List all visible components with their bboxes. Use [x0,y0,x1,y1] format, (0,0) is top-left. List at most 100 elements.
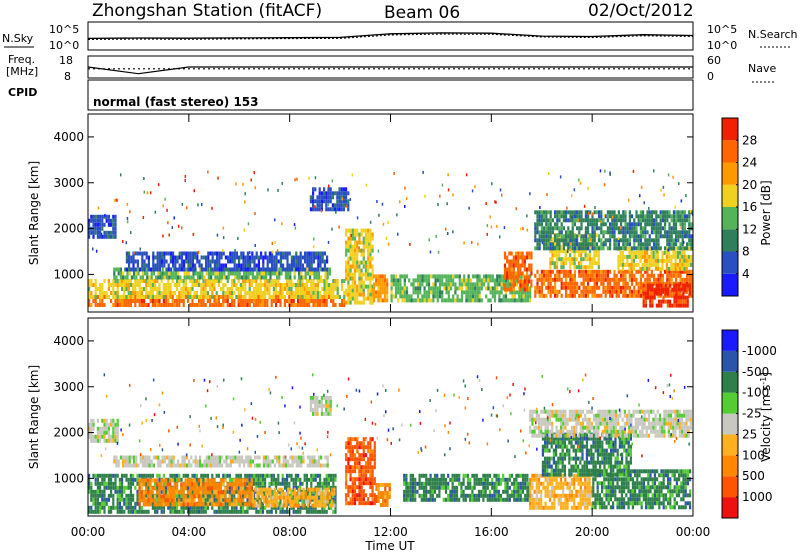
heatmap-cell [620,290,622,294]
heatmap-cell [536,270,538,274]
heatmap-cell [332,207,334,211]
heatmap-cell [224,295,226,299]
heatmap-cell [508,288,510,292]
heatmap-cell [317,299,319,303]
heatmap-cell [417,282,419,286]
heatmap-cell [274,218,276,221]
heatmap-cell [108,295,110,299]
heatmap-cell [293,264,295,268]
heatmap-cell [192,256,194,260]
heatmap-cell [661,251,663,255]
heatmap-cell [631,263,633,267]
heatmap-cell [391,282,393,286]
heatmap-cell [547,238,549,242]
heatmap-cell [596,278,598,282]
heatmap-cell [128,283,130,287]
heatmap-cell [90,439,92,443]
heatmap-cell [651,270,653,274]
heatmap-cell [356,265,358,269]
heatmap-cell [684,214,686,218]
heatmap-cell [560,265,562,269]
heatmap-cell [417,278,419,282]
heatmap-cell [235,295,237,299]
heatmap-cell [426,278,428,282]
heatmap-cell [121,478,123,482]
heatmap-cell [114,299,116,303]
heatmap-cell [271,256,273,260]
heatmap-cell [248,222,250,225]
heatmap-cell [304,474,306,478]
heatmap-cell [295,474,297,478]
heatmap-cell [272,460,274,464]
heatmap-cell [268,279,270,283]
heatmap-cell [330,474,332,478]
heatmap-cell [352,174,354,177]
heatmap-cell [310,299,312,303]
heatmap-cell [247,456,249,460]
heatmap-cell [550,294,552,298]
heatmap-cell [253,482,255,486]
heatmap-cell [317,295,319,299]
heatmap-cell [97,510,99,514]
heatmap-cell [143,303,145,307]
heatmap-cell [143,474,145,478]
heatmap-cell [409,243,411,246]
colorbar-swatch [722,252,738,274]
heatmap-cell [271,303,273,307]
heatmap-cell [596,286,598,290]
heatmap-cell [328,291,330,295]
heatmap-cell [565,230,567,234]
heatmap-cell [143,510,145,514]
heatmap-cell [294,178,296,181]
heatmap-cell [406,197,408,200]
heatmap-cell [580,265,582,269]
heatmap-cell [108,223,110,227]
heatmap-cell [594,230,596,234]
heatmap-cell [354,229,356,233]
heatmap-cell [119,279,121,283]
heatmap-cell [264,268,266,272]
heatmap-cell [662,234,664,238]
heatmap-cell [428,278,430,282]
heatmap-cell [299,295,301,299]
heatmap-cell [326,510,328,514]
heatmap-cell [108,215,110,219]
heatmap-cell [95,498,97,502]
heatmap-cell [508,268,510,272]
heatmap-cell [325,203,327,207]
heatmap-cell [174,478,176,482]
heatmap-cell [622,251,624,255]
heatmap-cell [397,286,399,290]
heatmap-cell [638,238,640,242]
heatmap-cell [635,290,637,294]
heatmap-cell [574,242,576,246]
heatmap-cell [369,281,371,285]
heatmap-cell [640,246,642,250]
heatmap-cell [683,267,685,271]
heatmap-cell [589,253,591,257]
heatmap-cell [624,255,626,259]
heatmap-cell [90,490,92,494]
heatmap-cell [350,297,352,301]
heatmap-cell [319,279,321,283]
heatmap-cell [112,486,114,490]
heatmap-cell [128,502,130,506]
heatmap-cell [594,238,596,242]
heatmap-cell [367,257,369,261]
heatmap-cell [208,464,210,468]
heatmap-cell [332,510,334,514]
heatmap-cell [306,295,308,299]
heatmap-cell [560,257,562,261]
heatmap-cell [319,478,321,482]
heatmap-cell [233,291,235,295]
heatmap-cell [635,294,637,298]
heatmap-cell [123,295,125,299]
heatmap-cell [633,294,635,298]
heatmap-cell [165,283,167,287]
heatmap-cell [243,460,245,464]
heatmap-cell [305,276,307,280]
heatmap-cell [673,230,675,234]
heatmap-cell [572,242,574,246]
heatmap-cell [629,290,631,294]
heatmap-cell [282,478,284,482]
